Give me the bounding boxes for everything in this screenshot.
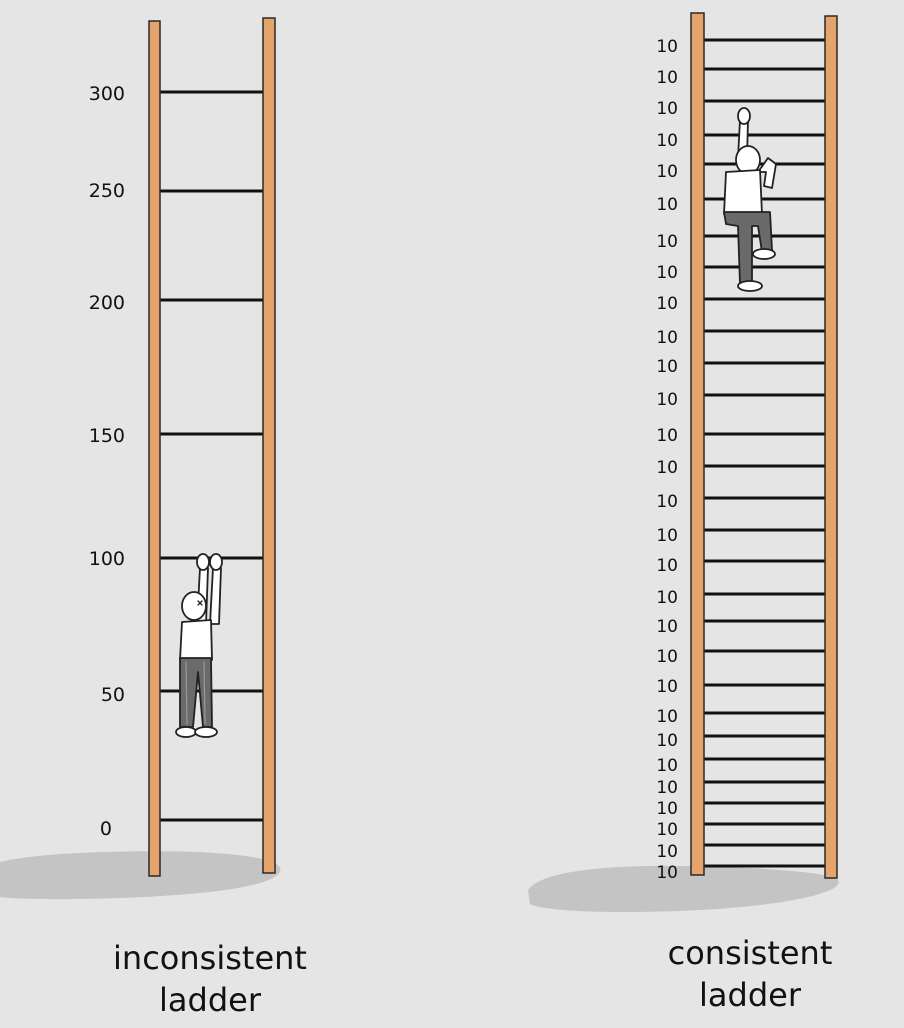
left-rung-label-200: 200 (88, 292, 125, 314)
right-ladder-left-rail (690, 12, 705, 876)
right-rung-label: 10 (656, 131, 678, 151)
right-rung-label: 10 (656, 588, 678, 608)
right-rung-label: 10 (656, 842, 678, 862)
left-ladder-left-rail (148, 20, 161, 877)
right-rung-label: 10 (656, 556, 678, 576)
right-rung-label: 10 (656, 731, 678, 751)
right-rung-label: 10 (656, 232, 678, 252)
left-caption-line-1: inconsistent (113, 939, 307, 977)
left-rung-label-150: 150 (88, 425, 125, 447)
right-caption-line-1: consistent (667, 934, 833, 972)
left-rung-label-0: 0 (99, 818, 112, 840)
right-rung-label: 10 (656, 617, 678, 637)
right-rung-label: 10 (656, 162, 678, 182)
right-ladder (690, 12, 838, 879)
left-rung-label-300: 300 (88, 83, 125, 105)
right-rung-label: 10 (656, 647, 678, 667)
right-rung-label: 10 (656, 799, 678, 819)
left-ground-shadow (0, 851, 281, 900)
right-rung-label: 10 (656, 707, 678, 727)
left-climber-legs (179, 657, 213, 728)
left-climber-shoe-left (175, 726, 197, 738)
right-ladder-caption: consistent ladder (650, 932, 850, 1016)
right-rung-label: 10 (656, 99, 678, 119)
left-climber-shoe-right (194, 726, 218, 738)
right-rung-label: 10 (656, 820, 678, 840)
right-rung-label: 10 (656, 68, 678, 88)
right-rung-label: 10 (656, 357, 678, 377)
left-climber-figure (175, 553, 223, 738)
right-ground-shadow (528, 865, 839, 912)
left-caption-line-2: ladder (159, 981, 261, 1019)
right-rung-label: 10 (656, 458, 678, 478)
right-rung-label: 10 (656, 328, 678, 348)
right-climber-shoe-lower (737, 280, 763, 292)
right-climber-legs (723, 211, 773, 285)
left-ladder-caption: inconsistent ladder (90, 937, 330, 1021)
left-rung-label-100: 100 (88, 548, 125, 570)
right-rung-label: 10 (656, 294, 678, 314)
left-rung-label-250: 250 (88, 180, 125, 202)
right-rung-label: 10 (656, 492, 678, 512)
right-rung-label: 10 (656, 677, 678, 697)
right-rung-label: 10 (656, 778, 678, 798)
left-climber-torso (179, 619, 213, 661)
right-rung-label: 10 (656, 863, 678, 883)
right-climber-arm-grab (757, 157, 777, 189)
left-ladder-right-rail (262, 17, 276, 874)
right-rung-label: 10 (656, 526, 678, 546)
left-climber-arm-right (209, 567, 222, 625)
right-rung-label: 10 (656, 195, 678, 215)
right-rung-label: 10 (656, 37, 678, 57)
right-rung-label: 10 (656, 390, 678, 410)
right-rung-label: 10 (656, 426, 678, 446)
right-ladder-right-rail (824, 15, 838, 879)
left-rung-label-50: 50 (100, 684, 125, 706)
right-rung-label: 10 (656, 263, 678, 283)
left-climber-head (181, 591, 207, 621)
right-climber-figure (723, 107, 777, 292)
right-caption-line-2: ladder (699, 976, 801, 1014)
right-rung-label: 10 (656, 756, 678, 776)
right-climber-shoe-upper (752, 248, 776, 260)
right-climber-torso (723, 169, 763, 215)
left-ladder (148, 17, 276, 877)
